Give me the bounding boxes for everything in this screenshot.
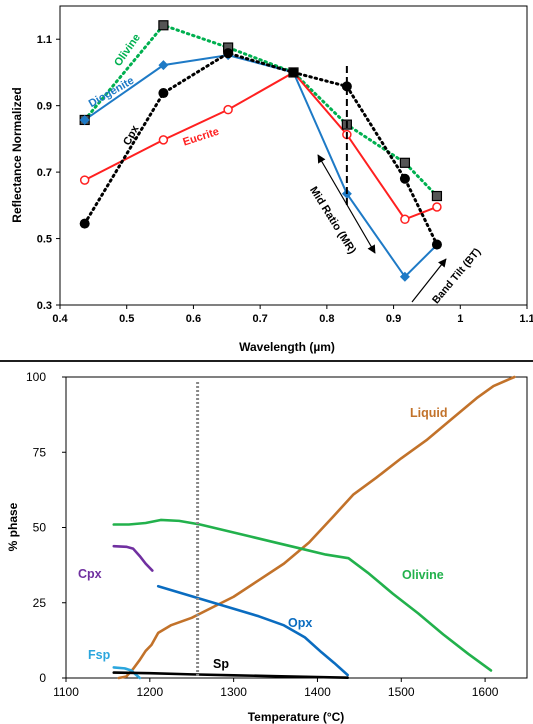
y-tick-label: 50	[33, 521, 47, 535]
x-tick-label: 1300	[220, 685, 247, 699]
x-tick-label: 0.5	[119, 313, 134, 325]
data-point-diogenite	[399, 271, 410, 282]
x-tick-label: 0.6	[186, 313, 201, 325]
data-point-cpx	[79, 218, 90, 229]
y-tick-label: 0.3	[37, 300, 52, 312]
series-line-diogenite	[84, 54, 438, 279]
x-axis-title: Temperature (°C)	[248, 710, 345, 724]
data-point-cpx	[341, 81, 352, 92]
series-line-eucrite	[84, 71, 438, 221]
series-label-sp: Sp	[213, 657, 229, 671]
phase-chart-panel: 1100 1200 1300 1400 1500 1600 0 25 50 75 100 Liqui…	[0, 362, 533, 724]
series-label-opx: Opx	[288, 616, 312, 630]
series-label-cpx: Cpx	[78, 567, 102, 581]
data-point-diogenite	[79, 114, 90, 125]
y-axis-title: % phase	[6, 502, 20, 551]
band-tilt-label: Band Tilt (BT)	[430, 246, 483, 306]
y-tick-label: 75	[33, 445, 47, 459]
x-tick-label: 1100	[53, 685, 79, 699]
x-tick-label: 1400	[304, 685, 331, 699]
series-line-olivine	[112, 518, 493, 672]
data-point-cpx	[399, 173, 410, 184]
y-tick-label: 0.5	[37, 234, 52, 246]
y-tick-label: 1.1	[37, 34, 52, 46]
x-tick-label: 1.1	[519, 313, 533, 325]
y-tick-label: 0.9	[37, 101, 52, 113]
y-tick-label: 0.7	[37, 167, 52, 179]
plot-area-border	[59, 5, 528, 306]
y-tick-label: 25	[33, 596, 47, 610]
data-point-eucrite	[79, 175, 90, 185]
x-tick-label: 1600	[472, 685, 499, 699]
series-label-liquid: Liquid	[410, 406, 448, 420]
y-axis-title: Reflectance Normalized	[10, 87, 24, 222]
series-line-fsp	[112, 666, 142, 680]
series-line-cpx	[112, 544, 154, 572]
y-tick-label: 0	[39, 671, 46, 685]
series-label-diogenite: Diogenite	[87, 75, 136, 110]
reflectance-chart-panel: 0.4 0.5 0.6 0.7 0.8 0.9 1 1.1 0.3 0.5 0.7 0.9 1.1 Ol…	[0, 0, 533, 360]
data-point-cpx	[288, 67, 299, 78]
series-label-olivine: Olivine	[402, 568, 444, 582]
mid-ratio-arrow	[317, 154, 376, 254]
series-label-olivine: Olivine	[112, 32, 143, 69]
data-point-eucrite	[223, 104, 233, 115]
data-point-olivine	[431, 190, 443, 202]
data-point-cpx	[158, 88, 169, 99]
x-tick-label: 1200	[136, 685, 163, 699]
data-point-eucrite	[158, 135, 169, 145]
data-point-cpx	[431, 239, 442, 250]
x-tick-label: 1500	[388, 685, 415, 699]
x-axis-title: Wavelength (µm)	[239, 340, 335, 354]
x-tick-label: 1	[457, 313, 463, 325]
series-line-opx	[156, 584, 349, 677]
data-point-cpx	[223, 48, 234, 59]
x-tick-label: 0.9	[386, 313, 401, 325]
x-tick-label: 0.7	[252, 313, 267, 325]
data-point-eucrite	[432, 202, 442, 212]
reflectance-chart: 0.4 0.5 0.6 0.7 0.8 0.9 1 1.1 0.3 0.5 0.7 0.9 1.1 Ol…	[10, 5, 533, 354]
y-tick-label: 100	[26, 370, 46, 384]
series-line-liquid	[117, 375, 516, 680]
x-tick-label: 0.4	[52, 313, 68, 325]
data-point-olivine	[158, 20, 169, 31]
mid-ratio-label: Mid Ratio (MR)	[307, 185, 358, 257]
series-label-fsp: Fsp	[88, 648, 111, 662]
phase-chart: 1100 1200 1300 1400 1500 1600 0 25 50 75 100 Liqui…	[6, 370, 528, 724]
data-point-eucrite	[400, 214, 410, 225]
band-tilt-arrow	[411, 258, 447, 303]
series-line-olivine	[83, 23, 439, 198]
data-point-diogenite	[158, 60, 169, 71]
data-point-olivine	[399, 157, 411, 168]
x-tick-label: 0.8	[319, 313, 334, 325]
series-line-sp	[112, 671, 349, 679]
